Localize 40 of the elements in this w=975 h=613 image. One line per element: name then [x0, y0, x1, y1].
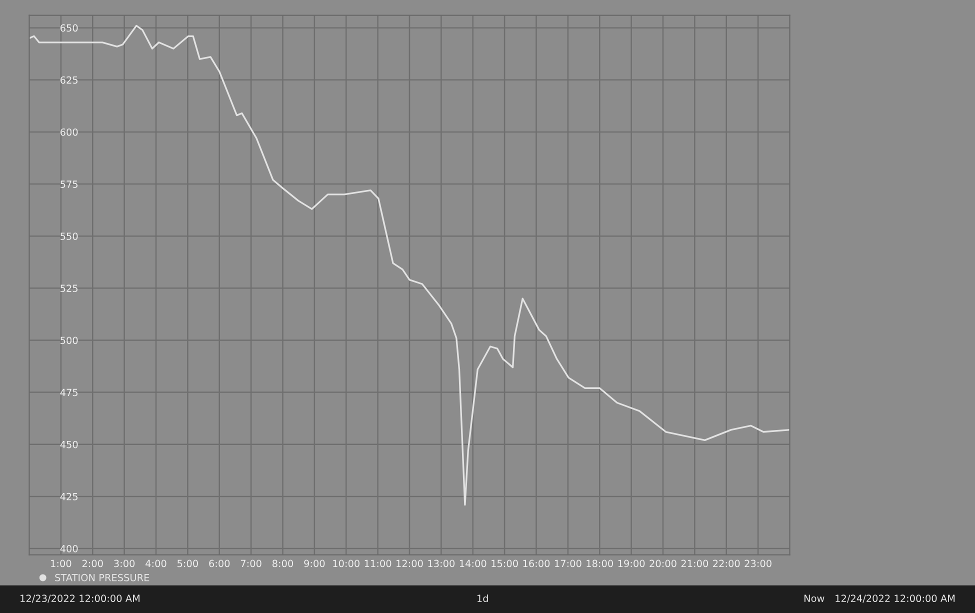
x-tick-label: 14:00 — [460, 560, 486, 568]
x-tick-label: 4:00 — [146, 560, 166, 568]
y-tick-label: 450 — [60, 440, 78, 448]
y-tick-label: 625 — [60, 76, 78, 84]
y-tick-label: 550 — [60, 232, 78, 240]
x-tick-label: 16:00 — [523, 560, 550, 568]
line-series — [29, 24, 790, 506]
y-tick-label: 425 — [60, 492, 78, 500]
x-tick-label: 10:00 — [333, 560, 360, 568]
x-tick-label: 5:00 — [178, 560, 198, 568]
x-tick-label: 9:00 — [304, 560, 325, 568]
y-tick-label: 600 — [60, 128, 78, 136]
x-tick-label: 21:00 — [681, 560, 708, 568]
y-tick-label: 650 — [60, 24, 78, 32]
x-tick-label: 6:00 — [209, 560, 230, 568]
x-tick-label: 8:00 — [272, 560, 294, 568]
x-tick-label: 1:00 — [51, 560, 72, 568]
x-tick-label: 13:00 — [428, 560, 455, 568]
y-tick-label: 475 — [60, 388, 78, 396]
text: 12/23/2022 12:00:00 AM — [20, 594, 140, 603]
x-tick-label: 20:00 — [650, 560, 676, 568]
x-tick-label: 22:00 — [713, 560, 740, 568]
x-tick-label: 2:00 — [82, 560, 103, 568]
y-tick-label: 575 — [60, 180, 78, 188]
x-tick-label: 19:00 — [618, 560, 645, 568]
x-tick-label: 11:00 — [364, 560, 392, 568]
x-tick-label: 12:00 — [396, 560, 423, 568]
legend-label: STATION PRESSURE — [55, 574, 150, 582]
y-tick-label: 525 — [60, 284, 78, 292]
y-tick-label: 500 — [60, 336, 78, 344]
x-tick-label: 7:00 — [240, 560, 262, 568]
y-tick-label: 400 — [60, 544, 78, 552]
x-tick-label: 23:00 — [744, 560, 772, 568]
x-tick-label: 18:00 — [586, 560, 613, 568]
text: Now — [804, 594, 824, 602]
text: 1d — [478, 594, 488, 602]
x-tick-label: 15:00 — [492, 560, 518, 568]
text: 12/24/2022 12:00:00 AM — [836, 594, 955, 603]
x-tick-label: 3:00 — [114, 560, 135, 568]
x-tick-label: 17:00 — [554, 560, 582, 568]
